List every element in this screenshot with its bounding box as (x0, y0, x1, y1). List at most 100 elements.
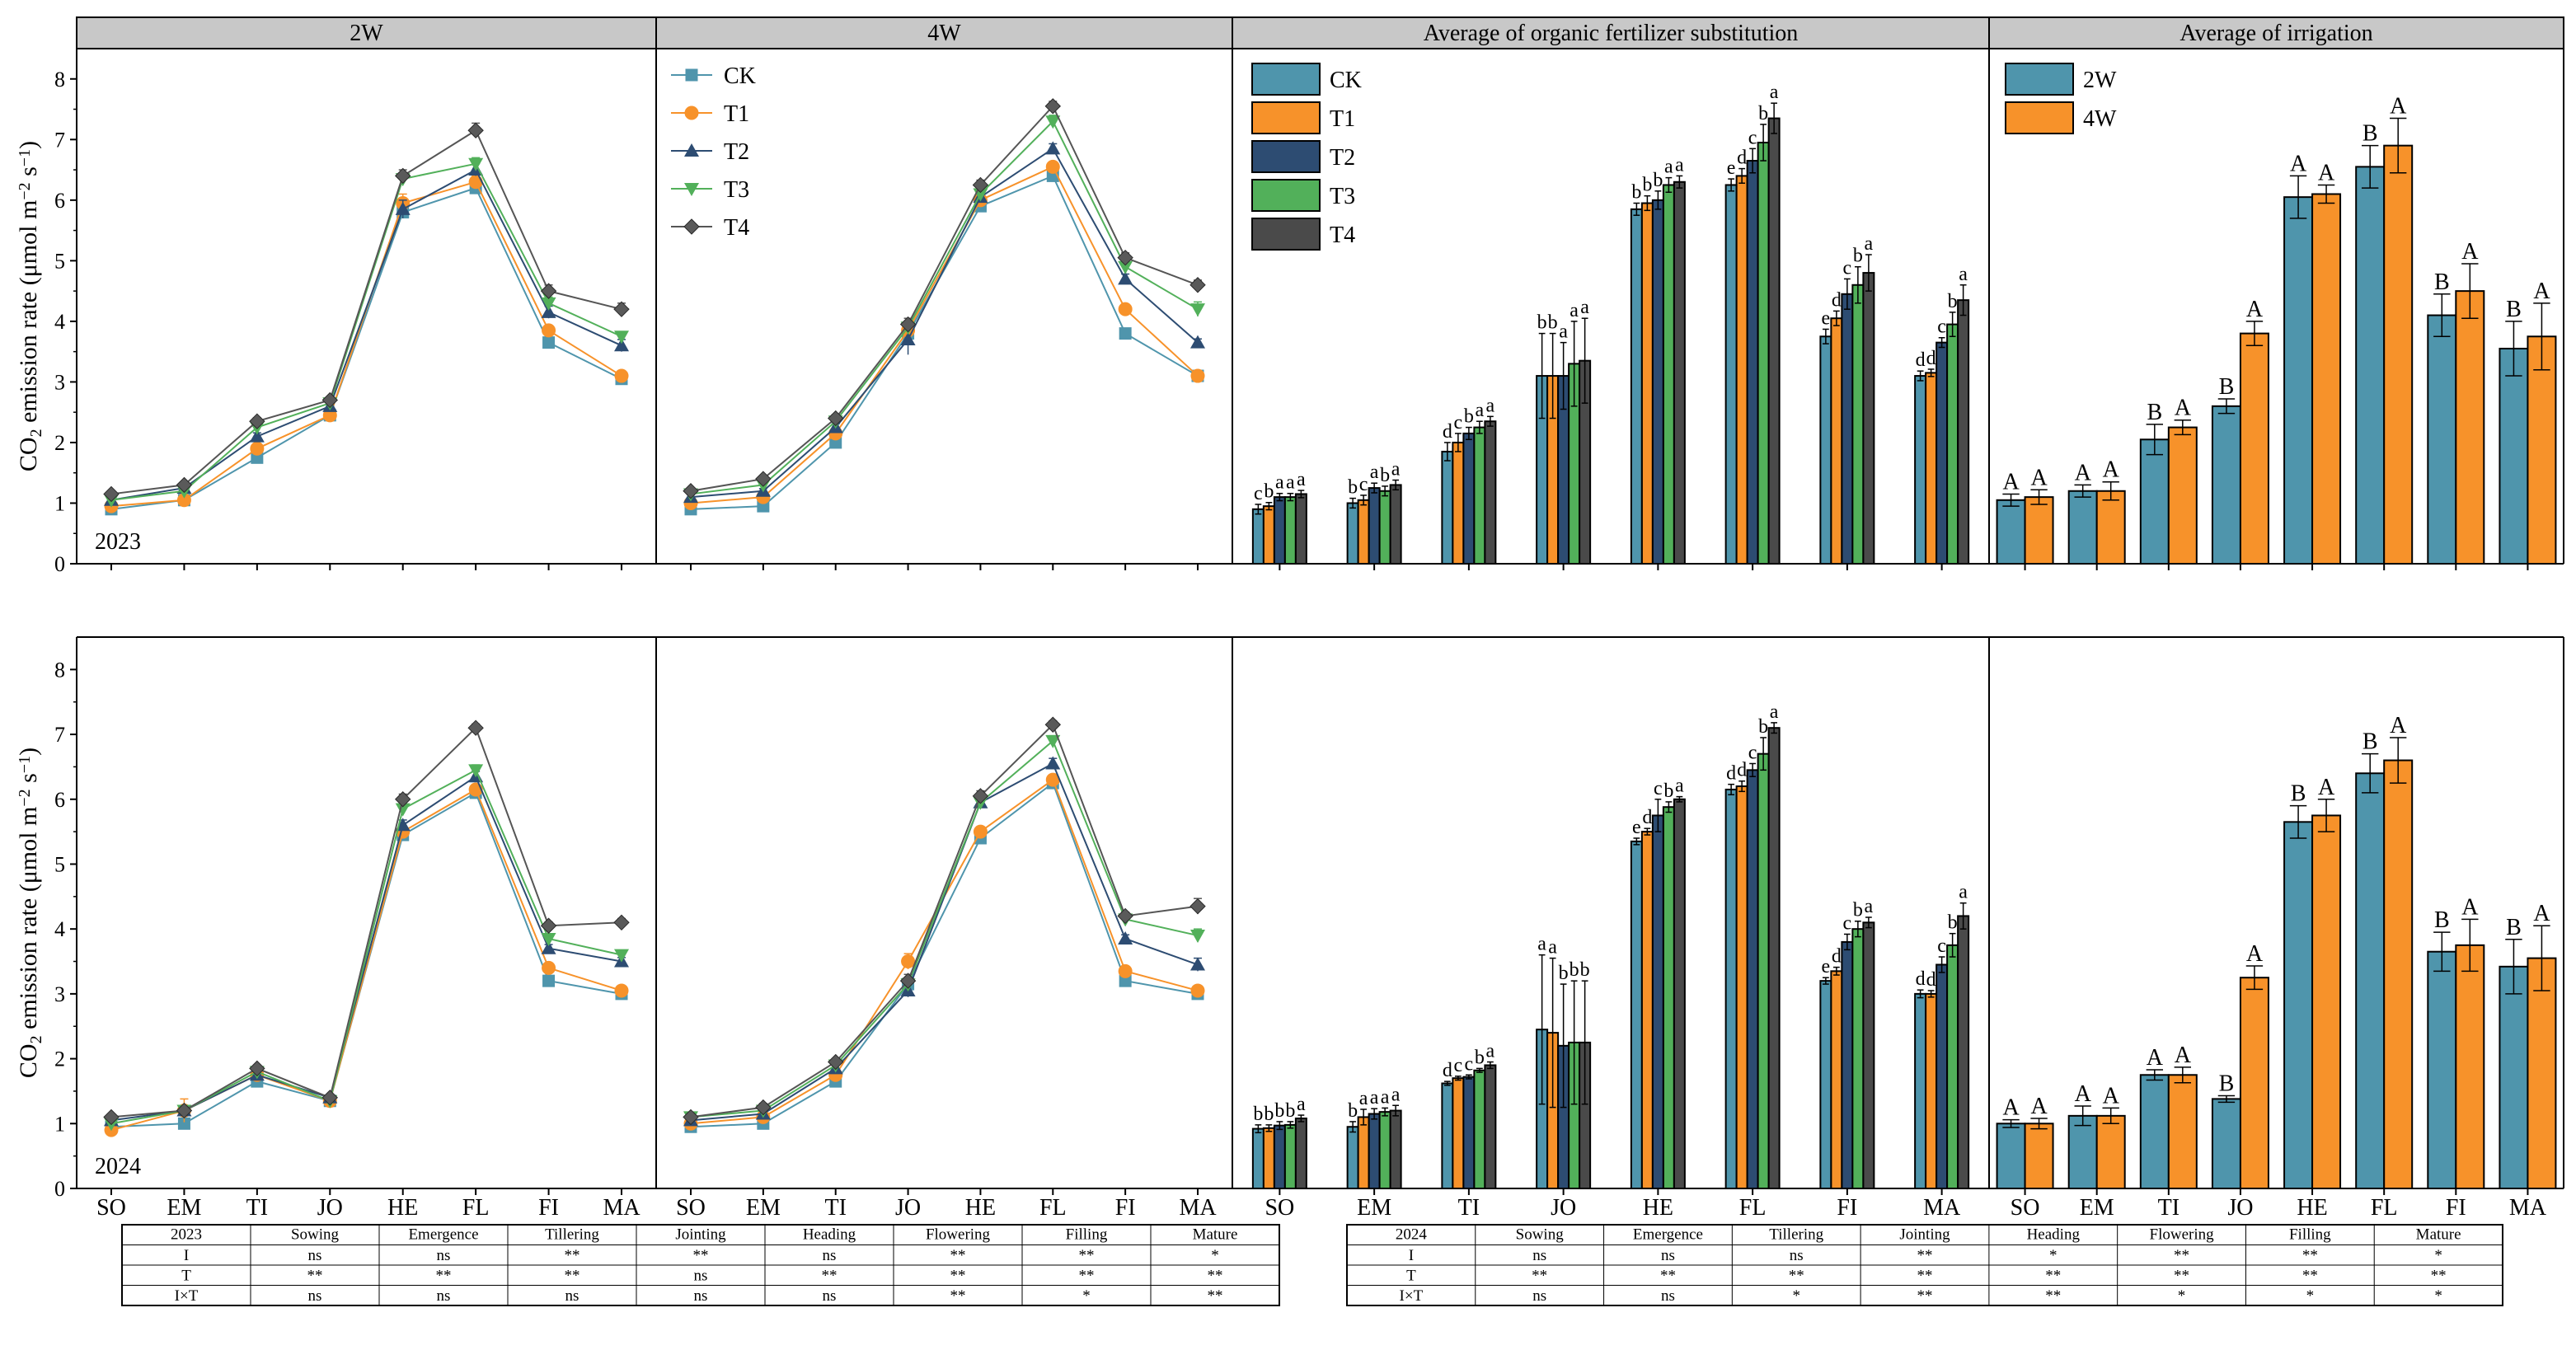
significance-letter: a (1959, 882, 1968, 903)
T4-marker (683, 483, 699, 499)
bar-2W (2139, 438, 2170, 565)
T4-marker (103, 1109, 120, 1126)
bar-T1 (1735, 785, 1748, 1190)
table-cell: * (2178, 1287, 2186, 1305)
x-tick-label: FI (2446, 1195, 2466, 1221)
table-cell: ns (694, 1267, 708, 1284)
T2-marker (900, 331, 916, 345)
bar-T2 (1368, 487, 1381, 565)
table-cell: * (1082, 1287, 1091, 1305)
table-header-cell: Sowing (1516, 1226, 1565, 1244)
data-point (685, 68, 698, 82)
bar-CK (1724, 184, 1738, 565)
data-point (901, 954, 916, 969)
T3-marker (684, 183, 699, 196)
data-point (1189, 898, 1206, 915)
bar-T2 (1746, 769, 1759, 1189)
T4-marker (1189, 277, 1206, 293)
table-cell: I (1409, 1247, 1414, 1264)
significance-letter: c (1254, 483, 1263, 504)
significance-letter: b (1464, 406, 1474, 428)
data-point (540, 283, 557, 299)
bar-CK (1441, 450, 1454, 565)
data-point (467, 719, 484, 736)
significance-letter: b (1642, 175, 1652, 196)
significance-letter: A (2533, 279, 2550, 304)
significance-letter: b (1559, 963, 1569, 984)
data-point (1045, 115, 1061, 129)
T1-marker (1190, 983, 1205, 998)
series-line-CK (110, 186, 622, 510)
data-point (542, 323, 556, 338)
T4-marker (683, 218, 700, 235)
table-cell: ns (308, 1287, 322, 1305)
data-point (467, 122, 484, 138)
T4-marker (972, 176, 989, 194)
significance-letter: A (2103, 457, 2120, 483)
x-tick-label: FI (1837, 1195, 1857, 1221)
significance-letter: A (2030, 465, 2048, 490)
x-tick-label: TI (246, 1195, 268, 1221)
table-cell: ** (2174, 1267, 2189, 1284)
T1-marker (1118, 963, 1133, 978)
data-point (614, 330, 629, 345)
significance-letter: c (1454, 1055, 1463, 1076)
T4-marker (1117, 249, 1133, 266)
y-axis-label-part: −1 (16, 756, 34, 773)
data-point (468, 157, 484, 171)
table-cell: I (184, 1247, 189, 1264)
T2-marker (1118, 271, 1133, 285)
data-point (1190, 335, 1205, 349)
data-point (1044, 716, 1061, 733)
x-tick-label: TI (2158, 1195, 2180, 1221)
significance-letter: A (2533, 901, 2550, 926)
significance-letter: a (1865, 233, 1874, 255)
significance-letter: b (1653, 170, 1663, 191)
table-cell: ns (1532, 1247, 1546, 1264)
table-header-cell: Emergence (1633, 1226, 1703, 1244)
table-cell: ** (693, 1247, 709, 1264)
data-point (249, 429, 265, 443)
significance-letter: A (2390, 94, 2407, 120)
T2-marker (395, 818, 411, 832)
bar-4W (2095, 490, 2126, 565)
significance-letter: A (2175, 1043, 2192, 1068)
significance-letter: d (1926, 969, 1936, 991)
data-point (1190, 957, 1205, 971)
CK-marker (1119, 327, 1132, 340)
significance-letter: a (1675, 154, 1684, 176)
data-point (542, 960, 556, 975)
y-tick-label: 0 (54, 552, 65, 576)
x-tick-label: JO (317, 1195, 343, 1221)
data-point (1118, 302, 1133, 316)
T4-marker (467, 719, 484, 736)
table-cell: ** (2045, 1287, 2061, 1305)
significance-letter: A (2030, 1094, 2048, 1119)
bar-T2 (1368, 1113, 1381, 1190)
T3-marker (1190, 930, 1205, 944)
T4-marker (613, 301, 630, 317)
bar-2W (2139, 1074, 2170, 1189)
significance-letter: A (2246, 297, 2264, 322)
bar-T4 (1862, 921, 1875, 1190)
significance-letter: a (1391, 459, 1401, 480)
x-tick-label: FI (1115, 1195, 1136, 1221)
significance-letter: B (2434, 270, 2450, 295)
data-point (755, 1099, 772, 1116)
bar-T4 (1389, 1109, 1402, 1190)
series-line-T2 (690, 147, 1199, 499)
T3-marker (614, 949, 629, 963)
T1-marker (973, 824, 988, 839)
table-cell: I×T (1400, 1287, 1424, 1305)
significance-letter: a (1548, 937, 1557, 959)
x-tick-label: SO (676, 1195, 706, 1221)
significance-letter: d (1642, 807, 1652, 828)
table-header-cell: Jointing (1899, 1226, 1950, 1244)
x-tick-label: EM (167, 1195, 201, 1221)
bar-T3 (1757, 141, 1770, 565)
data-point (683, 1109, 699, 1126)
significance-letter: e (1727, 157, 1736, 179)
bar-4W (2455, 290, 2485, 565)
significance-letter: b (1580, 959, 1590, 981)
data-point (1118, 271, 1133, 285)
